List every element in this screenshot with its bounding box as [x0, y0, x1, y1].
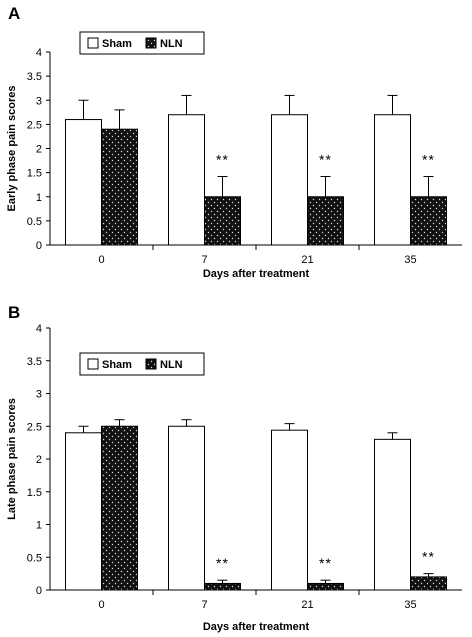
y-tick-label: 2.5 [27, 421, 42, 433]
legend-swatch-nln [145, 358, 157, 370]
x-tick-label: 21 [301, 599, 313, 611]
bar-sham [271, 429, 308, 591]
bar-sham [374, 438, 411, 591]
legend-label-nln: NLN [160, 38, 183, 50]
y-axis-title: Early phase pain scores [6, 86, 18, 212]
bar-nln [410, 576, 447, 591]
chart-panel-b: B 0 0.5 1 1.5 2 2.5 3 3.5 4 Late phase pain scores… [6, 303, 462, 633]
y-tick-label: 0.5 [27, 216, 42, 228]
y-axis-title: Late phase pain scores [6, 398, 18, 520]
chart-panel-a: A 0 0.5 1 1.5 2 2.5 3 3.5 4 Early phase pain score… [6, 4, 462, 280]
legend-label-sham: Sham [102, 38, 132, 50]
y-tick-label: 2 [36, 454, 42, 466]
bar-sham [168, 114, 205, 246]
y-tick-label: 1 [36, 192, 42, 204]
legend-swatch-sham [87, 37, 99, 49]
legend-box [79, 352, 205, 376]
y-tick-label: 3 [36, 389, 42, 401]
y-tick-label: 3 [36, 95, 42, 107]
bar-nln [410, 196, 447, 246]
significance-marker: ** [216, 555, 229, 571]
bar-nln [101, 425, 138, 591]
significance-marker: ** [422, 549, 435, 565]
y-tick-label: 3.5 [27, 71, 42, 83]
y-tick-label: 2.5 [27, 119, 42, 131]
legend-label-nln: NLN [160, 359, 183, 371]
bar-sham [65, 432, 102, 591]
y-tick-label: 4 [36, 47, 42, 59]
legend-swatch-sham [87, 358, 99, 370]
bar-sham [374, 114, 411, 246]
x-axis-title: Days after treatment [203, 621, 310, 633]
bar-nln [101, 128, 138, 246]
x-axis-title: Days after treatment [203, 268, 310, 280]
bar-nln [307, 582, 344, 591]
y-tick-label: 0 [36, 585, 42, 597]
x-tick-label: 7 [201, 599, 207, 611]
bar-sham [65, 119, 102, 246]
y-tick-label: 4 [36, 323, 42, 335]
significance-marker: ** [319, 555, 332, 571]
x-tick-label: 35 [404, 254, 416, 266]
y-tick-label: 1 [36, 520, 42, 532]
panel-label: B [8, 303, 20, 322]
significance-marker: ** [319, 151, 332, 167]
legend: Sham NLN [79, 31, 205, 55]
x-tick-label: 7 [201, 254, 207, 266]
bar-sham [271, 114, 308, 246]
x-tick-label: 0 [98, 599, 104, 611]
significance-marker: ** [216, 151, 229, 167]
x-tick-label: 21 [301, 254, 313, 266]
legend-swatch-nln [145, 37, 157, 49]
panel-label: A [8, 4, 20, 23]
y-tick-label: 1.5 [27, 487, 42, 499]
bar-nln [204, 582, 241, 591]
legend: Sham NLN [79, 352, 205, 376]
x-tick-label: 0 [98, 254, 104, 266]
y-tick-label: 2 [36, 144, 42, 156]
bar-nln [307, 196, 344, 246]
y-tick-label: 0.5 [27, 552, 42, 564]
x-tick-label: 35 [404, 599, 416, 611]
legend-label-sham: Sham [102, 359, 132, 371]
y-tick-label: 0 [36, 240, 42, 252]
y-tick-label: 1.5 [27, 168, 42, 180]
y-tick-label: 3.5 [27, 356, 42, 368]
bar-sham [168, 425, 205, 591]
significance-marker: ** [422, 151, 435, 167]
legend-box [79, 31, 205, 55]
bar-nln [204, 196, 241, 246]
